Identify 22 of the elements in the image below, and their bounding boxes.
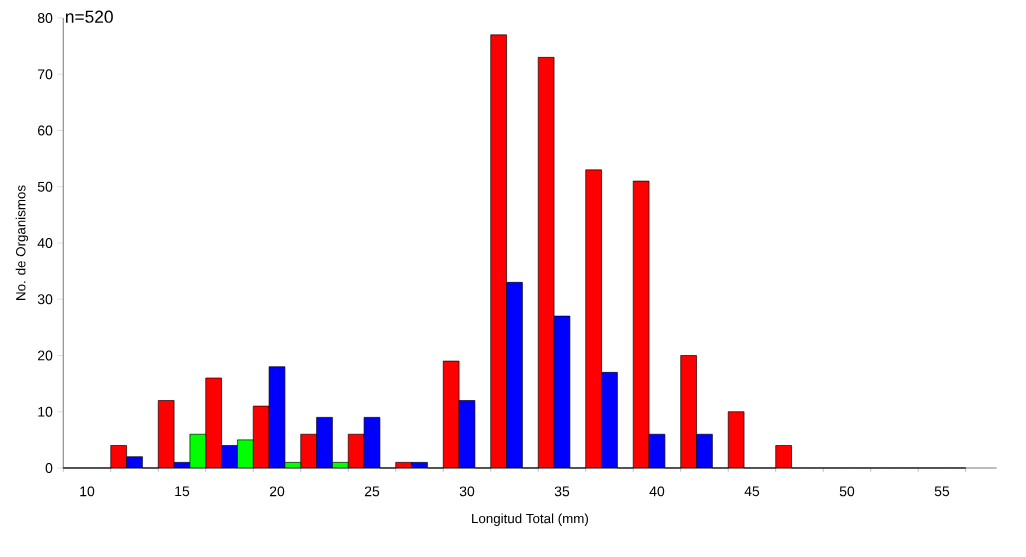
x-tick-label: 30 xyxy=(459,486,475,497)
y-tick-label: 10 xyxy=(38,406,53,417)
x-tick-label: 50 xyxy=(839,486,855,497)
y-tick-label: 80 xyxy=(37,13,53,23)
y-tick-label: 30 xyxy=(37,294,53,305)
x-tick-label: 55 xyxy=(934,486,950,497)
y-tick-label: 70 xyxy=(38,69,53,80)
x-tick-label: 40 xyxy=(649,486,665,497)
y-axis-title: No. de Organismos xyxy=(15,185,29,300)
y-tick-label: 60 xyxy=(38,125,53,136)
x-tick-label: 15 xyxy=(175,486,190,497)
annotation: n=520 xyxy=(66,10,113,23)
x-axis-title: Longitud Total (mm) xyxy=(472,513,588,526)
y-tick-label: 20 xyxy=(38,350,53,361)
y-tick-label: 0 xyxy=(45,463,53,473)
x-tick-label: 45 xyxy=(744,486,760,497)
y-tick-label: 40 xyxy=(37,238,53,248)
x-tick-label: 35 xyxy=(554,486,570,497)
x-tick-label: 10 xyxy=(80,486,95,497)
y-tick-label: 50 xyxy=(37,181,53,192)
x-tick-label: 20 xyxy=(269,486,285,497)
x-tick-label: 25 xyxy=(364,486,380,497)
